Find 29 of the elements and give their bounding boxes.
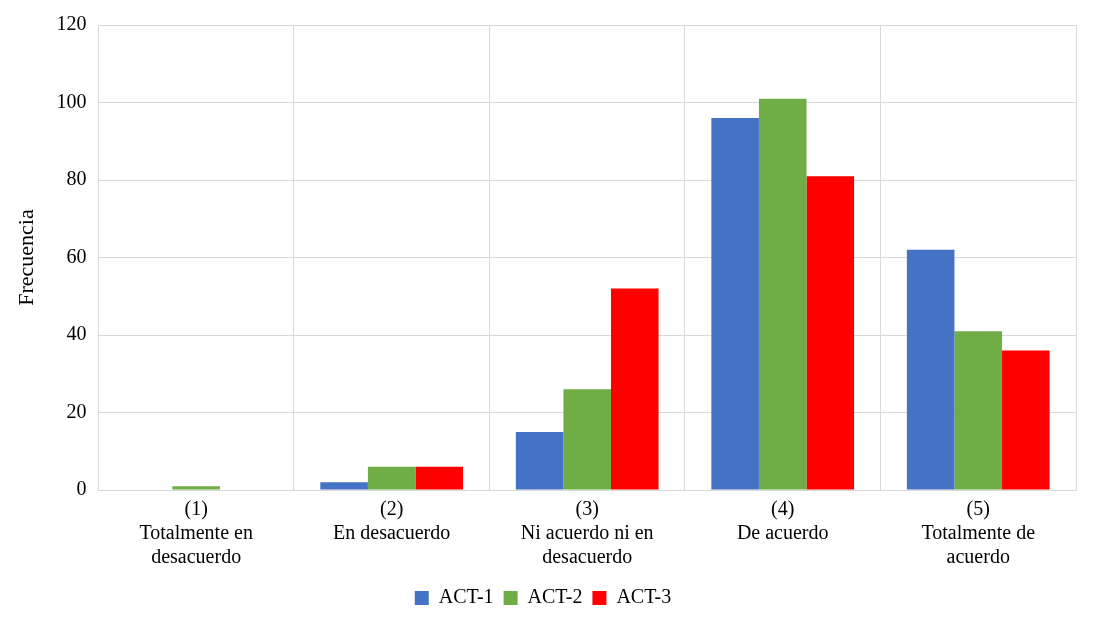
bar bbox=[515, 431, 564, 490]
y-tick-label: 60 bbox=[66, 244, 87, 267]
bar bbox=[711, 118, 759, 490]
y-tick-label: 0 bbox=[76, 477, 87, 500]
legend-label: ACT-3 bbox=[616, 585, 672, 608]
x-tick-label: (4) De acuerdo bbox=[736, 497, 829, 544]
bar bbox=[1002, 350, 1050, 490]
y-axis-title: Frecuencia bbox=[12, 209, 38, 306]
y-tick-label: 120 bbox=[56, 12, 87, 35]
legend-label: ACT-2 bbox=[527, 585, 583, 608]
bar bbox=[906, 249, 955, 490]
bar bbox=[563, 389, 611, 490]
y-tick-label: 80 bbox=[66, 167, 87, 190]
bar bbox=[758, 98, 807, 490]
bar bbox=[415, 466, 464, 490]
legend-label: ACT-1 bbox=[438, 585, 494, 608]
bar bbox=[320, 482, 368, 490]
y-tick-label: 40 bbox=[66, 322, 87, 345]
x-tick-label: (1) Totalmente en desacuerdo bbox=[139, 497, 253, 568]
bar bbox=[367, 466, 416, 490]
bar bbox=[172, 486, 220, 490]
bar bbox=[610, 288, 659, 490]
bar bbox=[954, 331, 1003, 490]
bar bbox=[806, 176, 855, 490]
x-tick-label: (3) Ni acuerdo ni en desacuerdo bbox=[520, 497, 654, 568]
y-tick-label: 20 bbox=[66, 399, 87, 422]
x-tick-label: (2) En desacuerdo bbox=[333, 497, 451, 544]
y-tick-label: 100 bbox=[56, 89, 87, 112]
x-tick-label: (5) Totalmente de acuerdo bbox=[921, 497, 1036, 568]
